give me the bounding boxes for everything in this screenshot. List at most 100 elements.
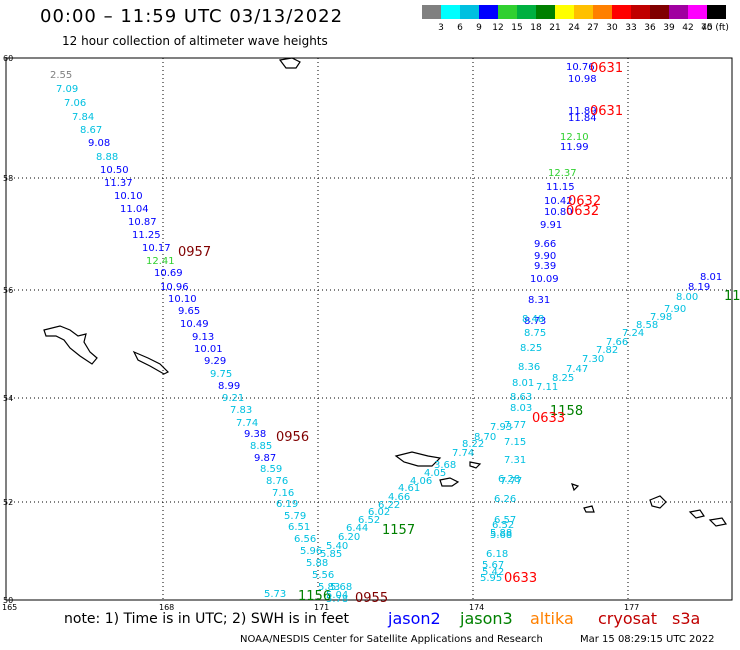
wave-height-value: 8.76 bbox=[266, 476, 288, 487]
wave-height-value: 9.66 bbox=[534, 239, 556, 250]
map-title: 00:00 – 11:59 UTC 03/13/2022 bbox=[40, 6, 344, 27]
st-lawrence-island bbox=[43, 325, 98, 365]
wave-height-value: 8.19 bbox=[688, 282, 710, 293]
scale-label: 30 bbox=[606, 23, 618, 33]
wave-height-value: 7.74 bbox=[452, 448, 474, 459]
wave-height-value: 7.66 bbox=[606, 337, 628, 348]
pass-time-label: 0957 bbox=[178, 245, 211, 260]
wave-height-value: 9.29 bbox=[204, 356, 226, 367]
wave-height-value: 7.31 bbox=[504, 455, 526, 466]
wave-height-value: 7.47 bbox=[566, 364, 588, 375]
wave-height-value: 5.56 bbox=[312, 570, 334, 581]
longitude-label: 171 bbox=[314, 603, 329, 612]
wave-height-value: 10.96 bbox=[160, 282, 189, 293]
wave-height-value: 7.11 bbox=[536, 382, 558, 393]
wave-height-value: 11.04 bbox=[120, 204, 149, 215]
wave-height-value: 6.51 bbox=[288, 522, 310, 533]
wave-height-value: 6.20 bbox=[338, 532, 360, 543]
scale-label: 12 bbox=[492, 23, 504, 33]
latitude-label: 50 bbox=[3, 596, 13, 605]
scale-swatch bbox=[536, 5, 555, 19]
pass-time-label: 0631 bbox=[590, 61, 623, 76]
map-frame bbox=[5, 57, 733, 601]
wave-height-value: 8.73 bbox=[524, 316, 546, 327]
wave-height-value: 7.90 bbox=[664, 304, 686, 315]
wave-height-value: 10.10 bbox=[114, 191, 143, 202]
wave-height-value: 10.01 bbox=[194, 344, 223, 355]
wave-height-value: 6.19 bbox=[276, 499, 298, 510]
wave-height-value: 5.42 bbox=[482, 567, 504, 578]
pass-time-label: 0632 bbox=[568, 194, 601, 209]
mission-label: altika bbox=[530, 609, 574, 628]
wave-height-value: 5.67 bbox=[482, 560, 504, 571]
wave-height-value: 8.22 bbox=[462, 439, 484, 450]
pass-time-label: 0956 bbox=[276, 430, 309, 445]
wave-height-value: 10.42 bbox=[544, 196, 573, 207]
wave-height-value: 8.75 bbox=[524, 328, 546, 339]
wave-height-value: 6.56 bbox=[294, 534, 316, 545]
wave-height-value: 8.59 bbox=[260, 464, 282, 475]
scale-swatch bbox=[631, 5, 650, 19]
wave-height-value: 5.83 bbox=[318, 582, 340, 593]
wave-height-value: 4.66 bbox=[388, 492, 410, 503]
pass-time-label: 0632 bbox=[566, 204, 599, 219]
mission-label: jason3 bbox=[460, 609, 513, 628]
wave-height-value: 7.98 bbox=[650, 312, 672, 323]
wave-height-value: 6.18 bbox=[486, 549, 508, 560]
wave-height-value: 9.21 bbox=[222, 393, 244, 404]
wave-height-value: 5.88 bbox=[490, 528, 512, 539]
mission-label: jason2 bbox=[388, 609, 441, 628]
wave-height-value: 8.31 bbox=[528, 295, 550, 306]
credit-text: NOAA/NESDIS Center for Satellite Applica… bbox=[240, 634, 543, 645]
wave-height-value: 7.83 bbox=[230, 405, 252, 416]
wave-height-value: 6.57 bbox=[494, 515, 516, 526]
scale-swatch bbox=[669, 5, 688, 19]
pass-time-label: 0955 bbox=[355, 591, 388, 606]
scale-label: 6 bbox=[457, 23, 463, 33]
wave-height-value: 5.68 bbox=[490, 530, 512, 541]
scale-label: 21 bbox=[549, 23, 561, 33]
wave-height-value: 5.68 bbox=[330, 582, 352, 593]
graticule bbox=[5, 57, 733, 601]
wave-height-value: 4.61 bbox=[398, 483, 420, 494]
wave-height-value: 6.22 bbox=[378, 500, 400, 511]
latitude-label: 54 bbox=[3, 394, 13, 403]
latitude-label: 56 bbox=[3, 286, 13, 295]
wave-height-value: 8.03 bbox=[510, 403, 532, 414]
coastline bbox=[43, 57, 727, 527]
scale-label: 9 bbox=[476, 23, 482, 33]
wave-height-value: 8.67 bbox=[80, 125, 102, 136]
scale-swatch bbox=[498, 5, 517, 19]
aleutian-islet-4 bbox=[649, 495, 667, 509]
pass-time-label: 0633 bbox=[532, 411, 565, 426]
wave-height-value: 5.96 bbox=[300, 546, 322, 557]
scale-label: 42 bbox=[682, 23, 694, 33]
wave-height-value: 8.88 bbox=[96, 152, 118, 163]
longitude-label: 177 bbox=[624, 603, 639, 612]
wave-height-value: 4.05 bbox=[424, 468, 446, 479]
scale-swatch bbox=[479, 5, 498, 19]
wave-height-value: 11.89 bbox=[568, 106, 597, 117]
wave-height-value: 10.76 bbox=[566, 62, 595, 73]
wave-height-value: 9.13 bbox=[192, 332, 214, 343]
wave-height-value: 12.10 bbox=[560, 132, 589, 143]
wave-height-value: 7.77 bbox=[500, 476, 522, 487]
wave-height-value: 8.25 bbox=[552, 373, 574, 384]
wave-height-value: 5.85 bbox=[320, 549, 342, 560]
scale-swatch bbox=[460, 5, 479, 19]
wave-height-value: 8.25 bbox=[520, 343, 542, 354]
pass-time-label: 1157 bbox=[382, 523, 415, 538]
wave-height-value: 11.37 bbox=[104, 178, 133, 189]
wave-height-value: 7.09 bbox=[56, 84, 78, 95]
wave-height-value: 5.40 bbox=[326, 541, 348, 552]
wave-height-value: 8.00 bbox=[676, 292, 698, 303]
wave-height-value: 4.06 bbox=[410, 476, 432, 487]
scale-label: 3 bbox=[438, 23, 444, 33]
wave-height-value: 9.91 bbox=[540, 220, 562, 231]
scale-swatch bbox=[612, 5, 631, 19]
mission-label: cryosat bbox=[598, 609, 658, 628]
scale-label: 18 bbox=[530, 23, 542, 33]
wave-height-value: 10.98 bbox=[568, 74, 597, 85]
longitude-label: 168 bbox=[159, 603, 174, 612]
